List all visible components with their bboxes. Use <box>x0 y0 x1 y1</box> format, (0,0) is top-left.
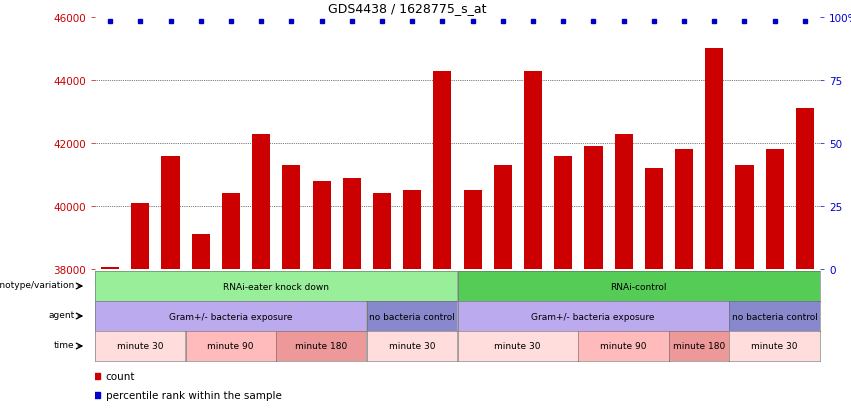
Bar <box>101 268 119 413</box>
Bar <box>766 150 784 413</box>
Bar <box>252 134 271 413</box>
Text: minute 30: minute 30 <box>389 342 435 351</box>
Text: minute 90: minute 90 <box>600 342 647 351</box>
Bar <box>614 134 632 413</box>
Bar <box>645 169 663 413</box>
Text: agent: agent <box>49 310 74 319</box>
Bar <box>464 191 482 413</box>
Bar <box>675 150 693 413</box>
Text: RNAi-control: RNAi-control <box>610 282 667 291</box>
Text: no bacteria control: no bacteria control <box>732 312 818 321</box>
Text: minute 30: minute 30 <box>494 342 541 351</box>
Bar <box>191 235 210 413</box>
Title: GDS4438 / 1628775_s_at: GDS4438 / 1628775_s_at <box>328 2 486 15</box>
Bar <box>131 203 150 413</box>
Bar <box>705 50 723 413</box>
Text: RNAi-eater knock down: RNAi-eater knock down <box>223 282 329 291</box>
Text: minute 30: minute 30 <box>117 342 163 351</box>
Text: no bacteria control: no bacteria control <box>369 312 455 321</box>
Bar <box>735 166 753 413</box>
Text: percentile rank within the sample: percentile rank within the sample <box>106 390 282 400</box>
Text: count: count <box>106 371 135 381</box>
Text: minute 180: minute 180 <box>673 342 725 351</box>
Bar <box>554 156 572 413</box>
Bar <box>524 71 542 413</box>
Bar <box>343 178 361 413</box>
Text: minute 30: minute 30 <box>751 342 797 351</box>
Bar <box>373 194 391 413</box>
Text: minute 180: minute 180 <box>295 342 347 351</box>
Bar <box>403 191 421 413</box>
Bar <box>494 166 511 413</box>
Bar <box>433 71 452 413</box>
Text: Gram+/- bacteria exposure: Gram+/- bacteria exposure <box>169 312 293 321</box>
Text: Gram+/- bacteria exposure: Gram+/- bacteria exposure <box>532 312 655 321</box>
Text: minute 90: minute 90 <box>208 342 254 351</box>
Text: genotype/variation: genotype/variation <box>0 280 74 289</box>
Bar <box>796 109 814 413</box>
Bar <box>283 166 300 413</box>
Text: time: time <box>54 340 74 349</box>
Bar <box>585 147 603 413</box>
Bar <box>222 194 240 413</box>
Bar <box>162 156 180 413</box>
Bar <box>312 181 331 413</box>
